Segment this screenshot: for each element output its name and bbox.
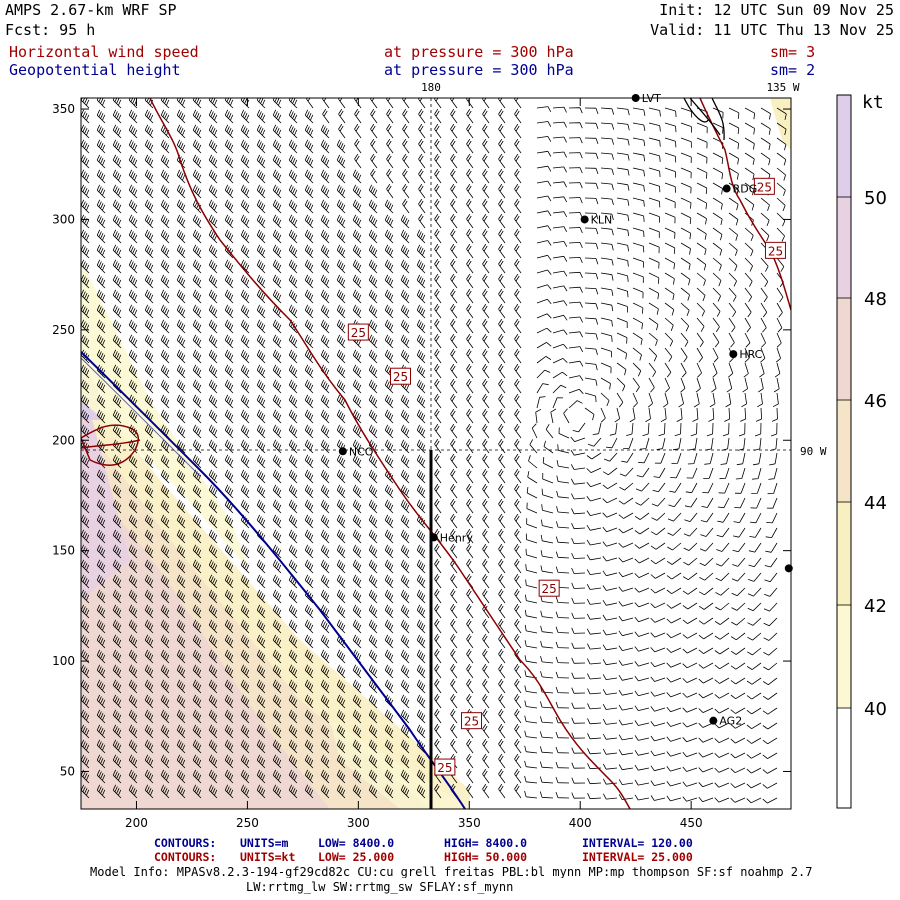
x-tick-label: 250 xyxy=(236,816,259,830)
svg-text:25: 25 xyxy=(393,370,408,384)
x-tick-label: 350 xyxy=(458,816,481,830)
contour-label-25: 25 xyxy=(753,177,775,195)
station-label: AG2 xyxy=(719,715,742,728)
x-tick-label: 200 xyxy=(125,816,148,830)
svg-text:25: 25 xyxy=(768,244,783,258)
contours1-low: LOW= 8400.0 xyxy=(318,836,395,850)
colorbar-swatch xyxy=(837,400,851,502)
wind-barbs xyxy=(81,98,787,804)
coastline xyxy=(683,98,725,141)
wind-contour-25-c xyxy=(81,424,140,466)
colorbar-swatch xyxy=(837,298,851,400)
y-tick-label: 250 xyxy=(52,323,75,337)
contour-label-25: 25 xyxy=(390,367,411,385)
station-label: HRC xyxy=(739,348,762,361)
contours2-high: HIGH= 50.000 xyxy=(444,850,528,864)
colorbar-swatch xyxy=(837,708,851,808)
station-marker: Henry xyxy=(429,531,474,544)
colorbar-label: 42 xyxy=(864,596,887,617)
colorbar-label: 44 xyxy=(864,493,887,514)
field1-name: Horizontal wind speed xyxy=(9,43,199,61)
field2-level: at pressure = 300 hPa xyxy=(384,61,574,79)
field1-level: at pressure = 300 hPa xyxy=(384,43,574,61)
colorbar-label: 50 xyxy=(864,188,887,209)
colorbar-swatch xyxy=(837,197,851,298)
field2-name: Geopotential height xyxy=(9,61,181,79)
svg-text:25: 25 xyxy=(437,761,452,775)
contour-label-25: 25 xyxy=(434,758,456,776)
contours1-units: UNITS=m xyxy=(240,836,289,850)
y-tick-label: 100 xyxy=(52,654,75,668)
model-info-2: LW:rrtmg_lw SW:rrtmg_sw SFLAY:sf_mynn xyxy=(246,880,514,894)
meridian-label-135w: 135 W xyxy=(766,81,799,94)
contours2-interval: INTERVAL= 25.000 xyxy=(582,850,693,864)
field2-smoothing: sm= 2 xyxy=(770,61,816,79)
colorbar-unit: kt xyxy=(862,92,884,113)
station-label: Henry xyxy=(440,531,474,544)
y-tick-label: 150 xyxy=(52,544,75,558)
svg-text:25: 25 xyxy=(757,180,772,194)
height-contour-8400 xyxy=(81,351,466,809)
svg-text:25: 25 xyxy=(464,715,479,729)
svg-text:25: 25 xyxy=(351,326,366,340)
contour-label-25: 25 xyxy=(347,323,369,341)
contours1-interval: INTERVAL= 120.00 xyxy=(582,836,693,850)
forecast-hour: Fcst: 95 h xyxy=(5,21,96,39)
model-info: Model Info: MPASv8.2.3-194-gf29cd82c CU:… xyxy=(90,866,813,878)
valid-time: Valid: 11 UTC Thu 13 Nov 25 xyxy=(650,21,894,39)
field1-smoothing: sm= 3 xyxy=(770,43,816,61)
station-marker xyxy=(784,564,793,573)
x-tick-label: 450 xyxy=(680,816,703,830)
contours1-high: HIGH= 8400.0 xyxy=(444,836,528,850)
station-label: RDG xyxy=(733,183,758,196)
station-marker: RDG xyxy=(722,183,758,196)
y-tick-label: 50 xyxy=(60,764,75,778)
wind-barb-field xyxy=(81,98,787,804)
meridian-label-180: 180 xyxy=(421,81,441,94)
station-marker: NCO xyxy=(338,445,374,458)
axis-ticks: 200 250 300 350 400 450 50 100 150 200 250 300 350 xyxy=(52,98,791,830)
colorbar-swatch xyxy=(837,95,851,197)
wind-contour-25-d xyxy=(81,439,141,449)
wind-contour-25-b xyxy=(699,98,791,311)
model-title: AMPS 2.67-km WRF SP xyxy=(5,1,177,19)
colorbar-label: 40 xyxy=(864,699,887,720)
colorbar: 40 42 44 46 48 50 xyxy=(836,94,887,809)
map-frame xyxy=(80,97,792,810)
x-tick-label: 300 xyxy=(347,816,370,830)
contour-labels: 25 25 25 25 25 25 25 xyxy=(347,177,786,776)
station-marker: AG2 xyxy=(709,715,742,728)
colorbar-label: 48 xyxy=(864,289,887,310)
colorbar-label: 46 xyxy=(864,391,887,412)
wind-speed-shading xyxy=(81,98,791,809)
station-label: NCO xyxy=(349,445,374,458)
station-marker: HRC xyxy=(729,348,763,361)
x-tick-label: 400 xyxy=(569,816,592,830)
contour-label-25: 25 xyxy=(764,241,786,259)
contours2-prefix: CONTOURS: xyxy=(154,850,217,864)
wind-contour-25-a xyxy=(149,98,631,809)
meridian-label-90w: 90 W xyxy=(800,445,827,458)
y-tick-label: 350 xyxy=(52,102,75,116)
svg-text:25: 25 xyxy=(542,582,557,596)
colorbar-swatch xyxy=(837,502,851,605)
y-tick-label: 200 xyxy=(52,433,75,447)
contours2-low: LOW= 25.000 xyxy=(318,850,395,864)
contour-label-25: 25 xyxy=(538,579,560,597)
contour-label-25: 25 xyxy=(461,712,482,730)
contours2-units: UNITS=kt xyxy=(240,850,296,864)
station-label: KLN xyxy=(591,213,613,226)
y-tick-label: 300 xyxy=(52,212,75,226)
colorbar-swatch xyxy=(837,605,851,708)
contours1-prefix: CONTOURS: xyxy=(154,836,217,850)
station-marker: KLN xyxy=(580,213,613,226)
init-time: Init: 12 UTC Sun 09 Nov 25 xyxy=(659,1,894,19)
